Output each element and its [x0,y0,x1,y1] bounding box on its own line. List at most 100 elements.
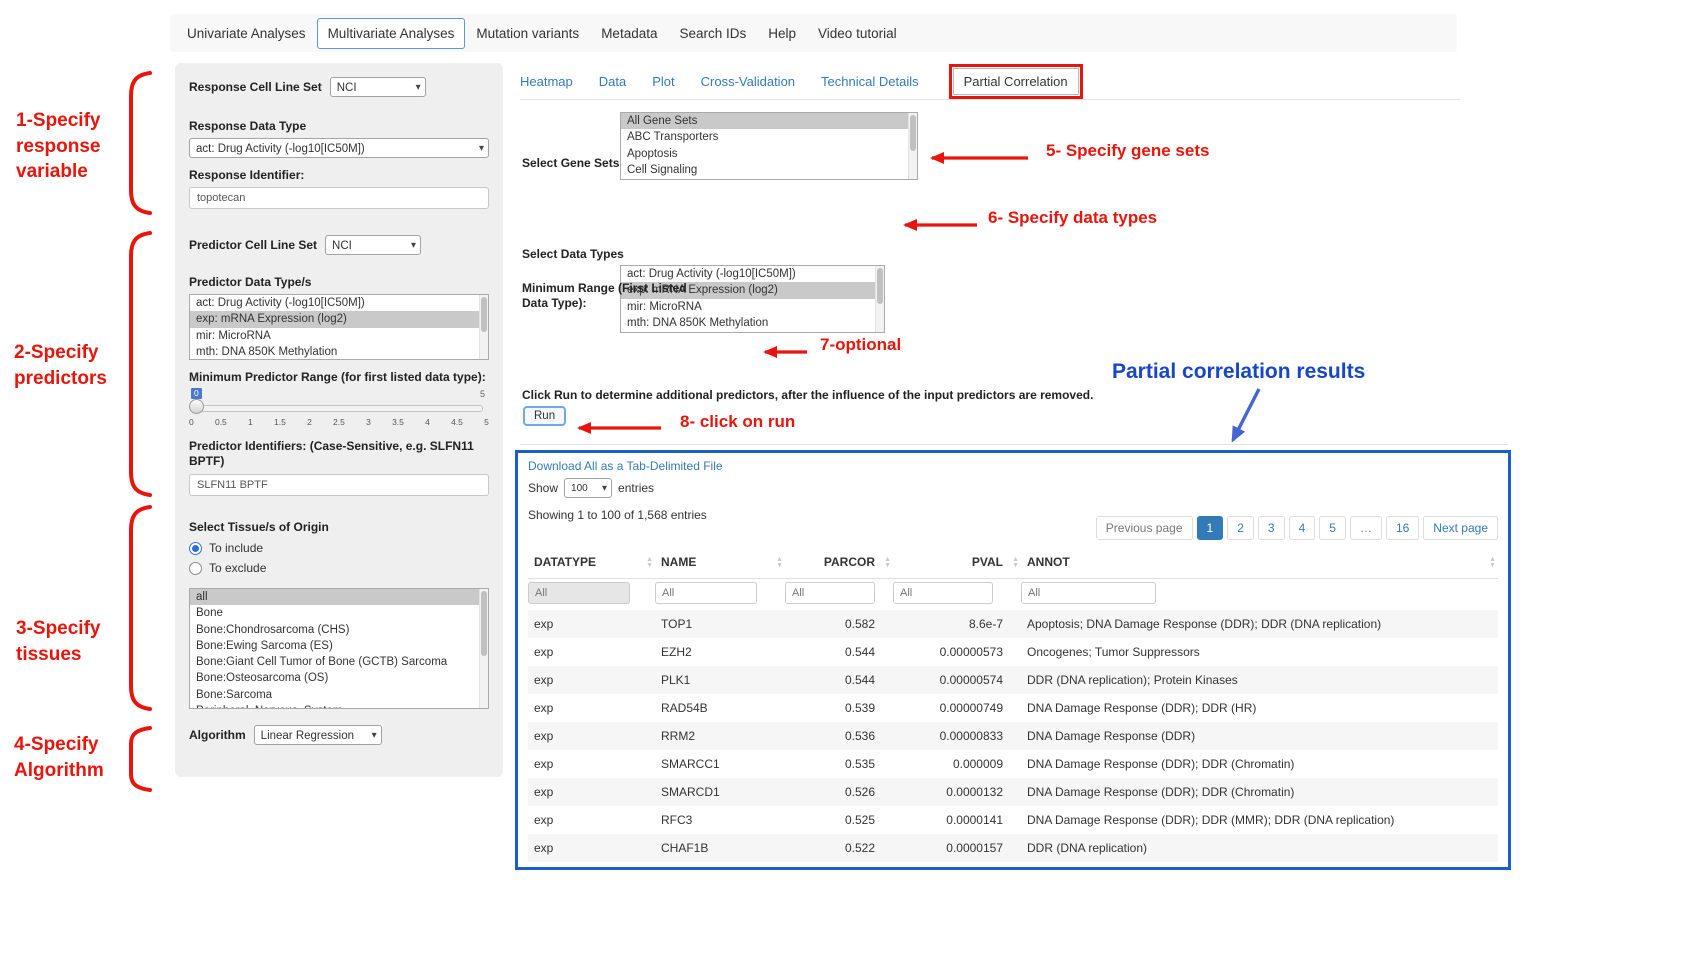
list-option-selected[interactable]: All Gene Sets [621,113,917,129]
filter-input-name[interactable] [655,582,757,604]
list-option[interactable]: act: Drug Activity (-log10[IC50M]) [621,266,884,282]
list-option[interactable]: Bone:Ewing Sarcoma (ES) [190,638,488,654]
sort-icon[interactable]: ▲▼ [776,557,783,569]
radio-label: To include [209,541,263,555]
sort-icon[interactable]: ▲▼ [884,557,891,569]
predictor-identifiers-label: Predictor Identifiers: (Case-Sensitive, … [189,439,489,469]
min-predictor-range-slider[interactable]: 0 5 00.511.522.533.544.55 [189,387,489,431]
tab-partial-correlation[interactable]: Partial Correlation [953,68,1079,95]
brace-icon [120,724,154,794]
page-button-1[interactable]: 1 [1197,516,1224,540]
page-button-5[interactable]: 5 [1319,516,1346,540]
algorithm-select[interactable]: Linear Regression ▾ [254,725,382,745]
column-header-name[interactable]: NAME▲▼ [655,546,785,579]
scrollbar-thumb[interactable] [481,591,487,656]
list-option[interactable]: act: Drug Activity (-log10[IC50M]) [190,295,488,311]
scrollbar-thumb[interactable] [910,115,916,151]
tab-heatmap[interactable]: Heatmap [520,74,573,89]
page-button-16[interactable]: 16 [1386,516,1419,540]
list-option[interactable]: Bone:Sarcoma [190,687,488,703]
cell-name: RFC3 [655,806,785,834]
filter-input-annot[interactable] [1021,582,1156,604]
scrollbar-thumb[interactable] [481,297,487,332]
scrollbar[interactable] [908,113,917,179]
filter-input-pval[interactable] [893,582,993,604]
table-row: exp PLK1 0.544 0.00000574 DDR (DNA repli… [528,666,1498,694]
next-page-button[interactable]: Next page [1423,516,1498,540]
scrollbar[interactable] [479,295,488,359]
cell-datatype: exp [528,750,655,778]
tab-plot[interactable]: Plot [652,74,674,89]
tab-cross-validation[interactable]: Cross-Validation [701,74,795,89]
download-link[interactable]: Download All as a Tab-Delimited File [528,459,1498,473]
sort-icon[interactable]: ▲▼ [646,557,653,569]
run-button[interactable]: Run [523,406,566,426]
cell-annot: DNA Damage Response (DDR); DDR (HR) [1021,694,1498,722]
tab-technical-details[interactable]: Technical Details [821,74,919,89]
tissue-listbox[interactable]: all Bone Bone:Chondrosarcoma (CHS) Bone:… [189,588,489,709]
radio-button-checked[interactable] [189,542,202,555]
slider-handle[interactable] [189,399,204,414]
table-row: exp RRM2 0.536 0.00000833 DNA Damage Res… [528,722,1498,750]
radio-button[interactable] [189,562,202,575]
nav-tab-video-tutorial[interactable]: Video tutorial [807,18,908,49]
nav-tab-mutation-variants[interactable]: Mutation variants [465,18,590,49]
nav-tab-help[interactable]: Help [757,18,807,49]
column-header-annot[interactable]: ANNOT▲▼ [1021,546,1498,579]
list-option[interactable]: mth: DNA 850K Methylation [621,315,884,331]
scrollbar[interactable] [479,589,488,708]
scrollbar[interactable] [875,266,884,332]
sort-icon[interactable]: ▲▼ [1012,557,1019,569]
cell-annot: Apoptosis; DNA Damage Response (DDR); DD… [1021,610,1498,638]
response-cell-line-set-select[interactable]: NCI ▾ [330,77,426,97]
previous-page-button[interactable]: Previous page [1096,516,1193,540]
response-identifier-input[interactable] [189,187,489,209]
tissue-include-option[interactable]: To include [189,541,489,555]
nav-tab-search-ids[interactable]: Search IDs [668,18,757,49]
column-header-pval[interactable]: PVAL▲▼ [893,546,1021,579]
sort-icon[interactable]: ▲▼ [1489,557,1496,569]
column-header-datatype[interactable]: DATATYPE▲▼ [528,546,655,579]
column-header-parcor[interactable]: PARCOR▲▼ [785,546,893,579]
list-option[interactable]: Bone:Osteosarcoma (OS) [190,670,488,686]
list-option[interactable]: Cell Signaling [621,162,917,178]
predictor-identifiers-input[interactable] [189,474,489,496]
list-option[interactable]: Bone:Chondrosarcoma (CHS) [190,622,488,638]
page-button-3[interactable]: 3 [1258,516,1285,540]
list-option-selected[interactable]: exp: mRNA Expression (log2) [190,311,488,327]
list-option[interactable]: ABC Transporters [621,129,917,145]
predictor-cell-line-set-select[interactable]: NCI ▾ [325,235,421,255]
response-data-type-select[interactable]: act: Drug Activity (-log10[IC50M]) ▾ [189,138,489,158]
chevron-down-icon: ▾ [411,238,416,254]
list-option[interactable]: Bone:Giant Cell Tumor of Bone (GCTB) Sar… [190,654,488,670]
cell-pval: 0.0000157 [893,834,1021,862]
blue-arrow-icon [1205,386,1275,452]
list-option[interactable]: Apoptosis [621,146,917,162]
nav-tab-metadata[interactable]: Metadata [590,18,668,49]
list-option[interactable]: mth: DNA 850K Methylation [190,344,488,360]
show-entries-select[interactable]: 100 ▾ [564,478,612,498]
page-button-4[interactable]: 4 [1289,516,1316,540]
tissue-exclude-option[interactable]: To exclude [189,561,489,575]
filter-input-datatype[interactable] [528,582,630,604]
cell-pval: 0.00000749 [893,694,1021,722]
scrollbar-thumb[interactable] [877,268,883,304]
list-option[interactable]: Peripheral_Nervous_System [190,703,488,709]
list-option-selected[interactable]: all [190,589,488,605]
tab-data[interactable]: Data [599,74,626,89]
slider-track[interactable] [191,405,483,412]
nav-tab-multivariate-analyses[interactable]: Multivariate Analyses [317,18,466,49]
filter-input-parcor[interactable] [785,582,875,604]
page-ellipsis-button[interactable]: … [1350,516,1382,540]
cell-parcor: 0.536 [785,722,893,750]
list-option[interactable]: mir: MicroRNA [190,328,488,344]
predictor-data-types-listbox[interactable]: act: Drug Activity (-log10[IC50M]) exp: … [189,294,489,360]
gene-sets-listbox[interactable]: All Gene Sets ABC Transporters Apoptosis… [620,112,918,180]
page-button-2[interactable]: 2 [1227,516,1254,540]
radio-label: To exclude [209,561,266,575]
nav-tab-univariate-analyses[interactable]: Univariate Analyses [176,18,317,49]
table-row: exp EZH2 0.544 0.00000573 Oncogenes; Tum… [528,638,1498,666]
cell-parcor: 0.535 [785,750,893,778]
table-row: exp SMARCD1 0.526 0.0000132 DNA Damage R… [528,778,1498,806]
list-option[interactable]: Bone [190,605,488,621]
